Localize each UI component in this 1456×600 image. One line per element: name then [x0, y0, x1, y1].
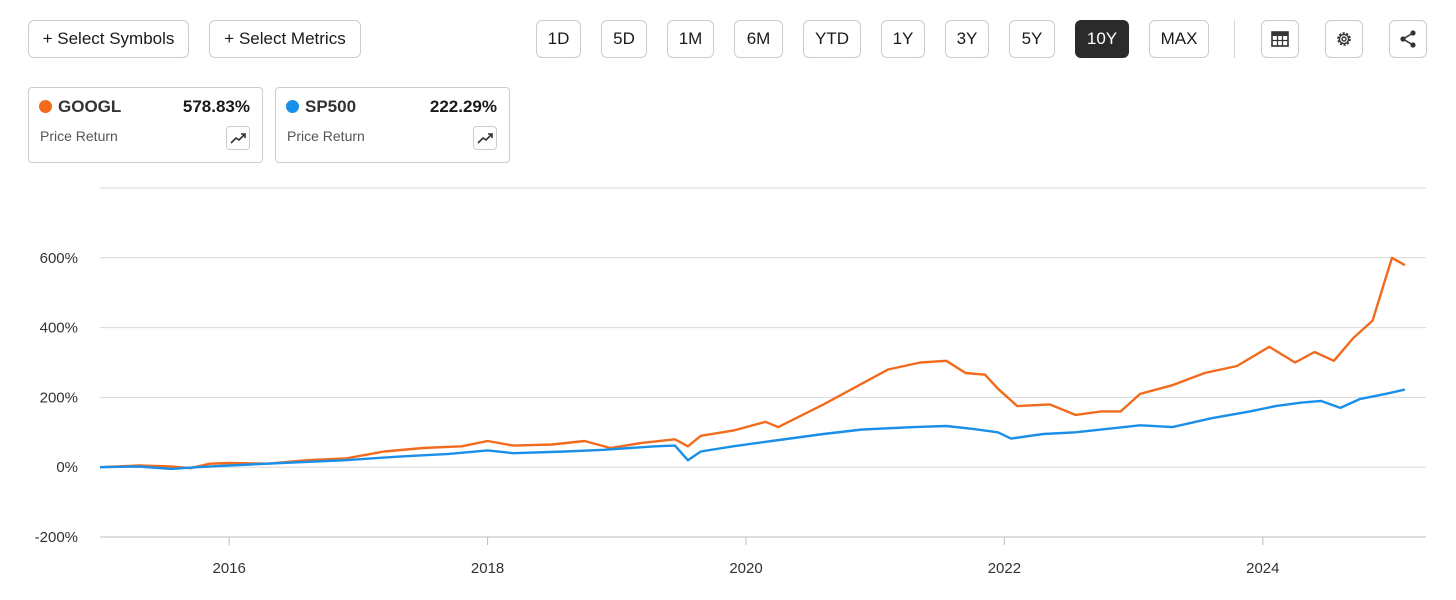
- share-button[interactable]: [1389, 20, 1427, 58]
- range-max-button[interactable]: MAX: [1149, 20, 1209, 58]
- series-line-googl: [99, 256, 1406, 470]
- series-color-dot: [286, 100, 299, 113]
- range-3y-button[interactable]: 3Y: [945, 20, 989, 58]
- table-view-button[interactable]: [1261, 20, 1299, 58]
- trend-button[interactable]: [473, 126, 497, 150]
- range-5y-button[interactable]: 5Y: [1009, 20, 1055, 58]
- select-metrics-button[interactable]: + Select Metrics: [209, 20, 361, 58]
- legend-metric: Price Return: [40, 128, 118, 144]
- select-symbols-button[interactable]: + Select Symbols: [28, 20, 189, 58]
- series-line-sp500: [99, 388, 1406, 471]
- range-5d-button[interactable]: 5D: [601, 20, 647, 58]
- series-color-dot: [39, 100, 52, 113]
- toolbar-divider: [1234, 20, 1235, 58]
- x-tick-label: 2016: [213, 560, 246, 577]
- range-ytd-button[interactable]: YTD: [803, 20, 861, 58]
- settings-button[interactable]: [1325, 20, 1363, 58]
- y-tick-label: -200%: [35, 529, 78, 546]
- trend-icon: [230, 133, 246, 144]
- x-tick-label: 2018: [471, 560, 504, 577]
- x-tick-label: 2020: [729, 560, 762, 577]
- y-tick-label: 0%: [56, 459, 78, 476]
- legend-card-sp500[interactable]: SP500 222.29% Price Return: [275, 87, 510, 163]
- x-tick-label: 2024: [1246, 560, 1279, 577]
- y-tick-label: 200%: [40, 389, 78, 406]
- legend-value: 222.29%: [429, 97, 497, 116]
- share-icon: [1400, 30, 1416, 48]
- range-10y-button[interactable]: 10Y: [1075, 20, 1129, 58]
- y-tick-label: 400%: [40, 320, 78, 337]
- x-tick-label: 2022: [988, 560, 1021, 577]
- y-tick-label: 600%: [40, 250, 78, 267]
- range-6m-button[interactable]: 6M: [734, 20, 783, 58]
- trend-icon: [477, 133, 493, 144]
- legend-metric: Price Return: [287, 128, 365, 144]
- legend-card-googl[interactable]: GOOGL 578.83% Price Return: [28, 87, 263, 163]
- range-1y-button[interactable]: 1Y: [881, 20, 925, 58]
- range-1m-button[interactable]: 1M: [667, 20, 714, 58]
- legend-symbol: SP500: [305, 97, 357, 116]
- table-icon: [1271, 31, 1289, 47]
- legend-symbol: GOOGL: [58, 97, 122, 116]
- trend-button[interactable]: [226, 126, 250, 150]
- gear-icon: [1337, 32, 1351, 46]
- legend-value: 578.83%: [182, 97, 250, 116]
- range-1d-button[interactable]: 1D: [536, 20, 581, 58]
